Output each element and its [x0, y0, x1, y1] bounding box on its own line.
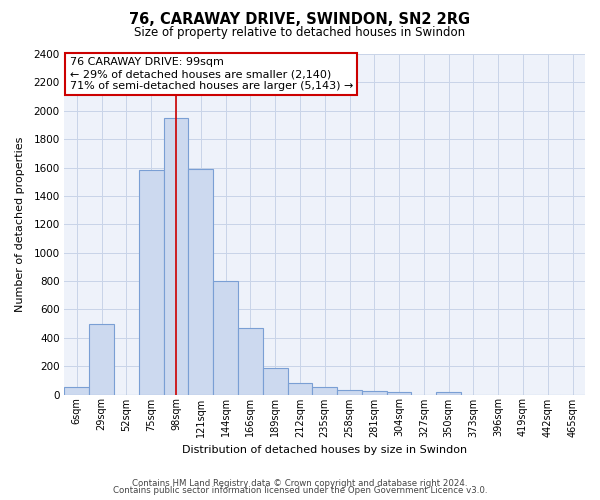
Text: Size of property relative to detached houses in Swindon: Size of property relative to detached ho… [134, 26, 466, 39]
Bar [287, 383, 313, 394]
Bar [436, 392, 461, 394]
Text: 76 CARAWAY DRIVE: 99sqm
← 29% of detached houses are smaller (2,140)
71% of semi: 76 CARAWAY DRIVE: 99sqm ← 29% of detache… [70, 58, 353, 90]
Bar [139, 170, 164, 394]
Bar [386, 392, 412, 394]
Bar [313, 388, 337, 394]
Bar [263, 368, 287, 394]
Text: Contains public sector information licensed under the Open Government Licence v3: Contains public sector information licen… [113, 486, 487, 495]
Bar [213, 281, 238, 394]
Bar [89, 324, 114, 394]
Bar [164, 118, 188, 394]
Bar [238, 328, 263, 394]
Bar [64, 386, 89, 394]
X-axis label: Distribution of detached houses by size in Swindon: Distribution of detached houses by size … [182, 445, 467, 455]
Text: 76, CARAWAY DRIVE, SWINDON, SN2 2RG: 76, CARAWAY DRIVE, SWINDON, SN2 2RG [130, 12, 470, 28]
Bar [337, 390, 362, 394]
Y-axis label: Number of detached properties: Number of detached properties [15, 136, 25, 312]
Bar [362, 391, 386, 394]
Text: Contains HM Land Registry data © Crown copyright and database right 2024.: Contains HM Land Registry data © Crown c… [132, 478, 468, 488]
Bar [188, 169, 213, 394]
